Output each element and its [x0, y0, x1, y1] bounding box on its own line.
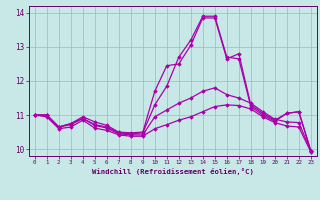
X-axis label: Windchill (Refroidissement éolien,°C): Windchill (Refroidissement éolien,°C)	[92, 168, 254, 175]
